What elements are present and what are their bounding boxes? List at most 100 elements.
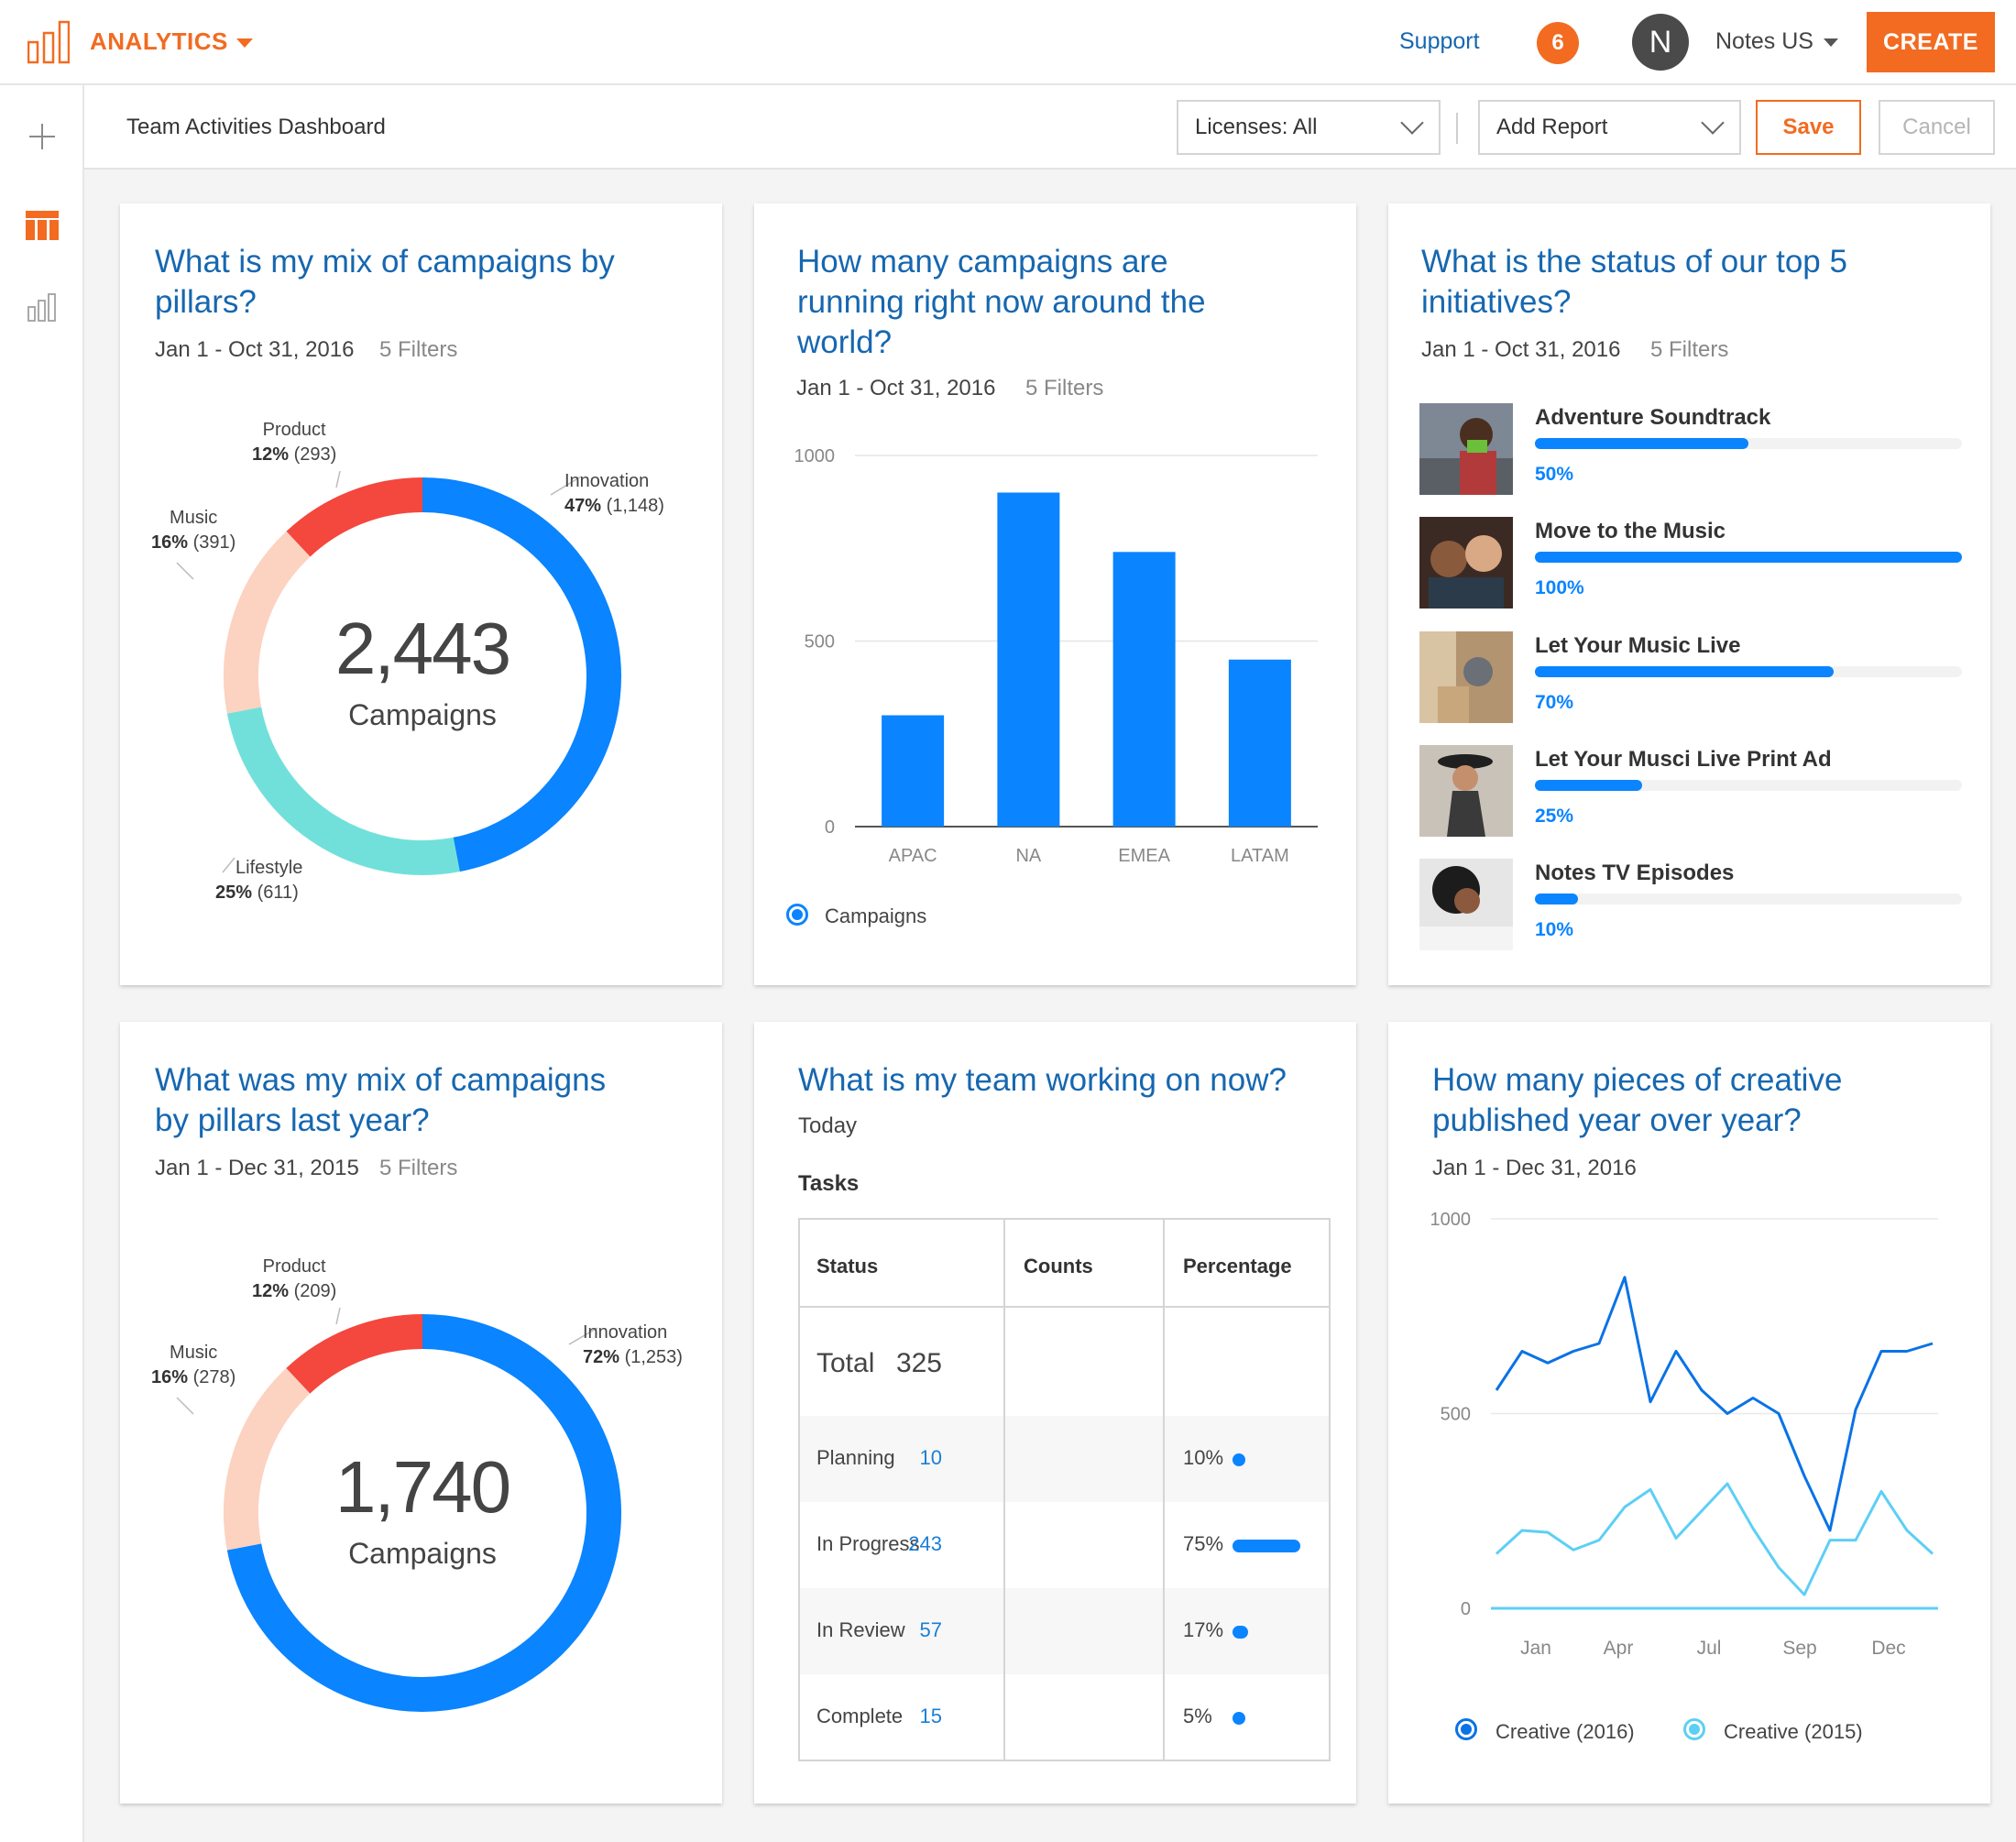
- card-filters[interactable]: 5 Filters: [379, 1156, 458, 1180]
- save-button[interactable]: Save: [1756, 100, 1861, 155]
- legend-dot-icon: [1689, 1724, 1700, 1735]
- support-link[interactable]: Support: [1399, 28, 1480, 54]
- slice-name: Product: [262, 420, 326, 440]
- y-tick-label: 1000: [1430, 1210, 1472, 1230]
- donut-label-product: Product 12% (293): [252, 418, 336, 467]
- card-title-line: by pillars last year?: [155, 1102, 430, 1138]
- create-button[interactable]: CREATE: [1867, 12, 1995, 72]
- legend-item-creative-2015[interactable]: Creative (2015): [1724, 1720, 1863, 1743]
- bar-na: [997, 492, 1060, 827]
- initiative-progress-track: [1535, 438, 1962, 449]
- row-count-link[interactable]: 243: [908, 1532, 942, 1555]
- initiative-progress-track: [1535, 894, 1962, 905]
- bar-latam: [1228, 659, 1291, 827]
- donut-total: 2,443: [334, 608, 511, 689]
- bar-apac: [882, 715, 945, 827]
- x-tick-label: Jan: [1520, 1638, 1551, 1659]
- donut-slice-music: [224, 1367, 311, 1551]
- card-title[interactable]: How many pieces of creative published ye…: [1432, 1060, 1842, 1141]
- initiative-name: Move to the Music: [1535, 519, 1726, 543]
- legend-item-campaigns[interactable]: Campaigns: [825, 905, 927, 927]
- column-header-counts[interactable]: Counts: [1024, 1255, 1093, 1277]
- card-title-line: What is the status of our top 5: [1421, 244, 1847, 280]
- initiative-row[interactable]: Move to the Music 100%: [1419, 517, 1969, 609]
- row-percent: 17%: [1183, 1618, 1224, 1641]
- card-title-line: How many pieces of creative: [1432, 1062, 1843, 1098]
- slice-name: Music: [170, 508, 218, 528]
- bar-chart-icon[interactable]: [27, 292, 57, 322]
- initiative-thumbnail-image: [1419, 403, 1513, 495]
- licenses-select[interactable]: Licenses: All: [1177, 100, 1441, 155]
- plus-icon[interactable]: [27, 122, 57, 151]
- header-divider: [800, 1306, 1329, 1308]
- legend-dot-icon: [1683, 1718, 1705, 1740]
- card-team-tasks: What is my team working on now? Today Ta…: [754, 1022, 1356, 1804]
- initiative-progress-fill: [1535, 666, 1835, 677]
- initiative-percent: 100%: [1535, 577, 1584, 598]
- chevron-down-icon: [1701, 111, 1725, 135]
- y-tick-label: 0: [825, 817, 835, 838]
- slice-count: (611): [257, 883, 299, 903]
- toolbar-divider: [1456, 113, 1458, 144]
- dashboard-grid-icon[interactable]: [26, 211, 59, 240]
- initiative-name: Let Your Musci Live Print Ad: [1535, 747, 1832, 772]
- slice-percent: 16%: [151, 1367, 189, 1387]
- card-title[interactable]: What was my mix of campaigns by pillars …: [155, 1060, 606, 1141]
- card-filters[interactable]: 5 Filters: [1650, 337, 1729, 362]
- card-title-line: What is my mix of campaigns by: [155, 244, 615, 280]
- initiative-percent: 50%: [1535, 464, 1574, 485]
- x-tick-label: Apr: [1604, 1638, 1634, 1659]
- initiative-thumbnail-image: [1419, 745, 1513, 837]
- initiative-progress-track: [1535, 780, 1962, 791]
- initiative-name: Adventure Soundtrack: [1535, 405, 1771, 430]
- card-title-line: How many campaigns are: [797, 244, 1168, 280]
- x-tick-label: EMEA: [1118, 846, 1170, 866]
- chevron-down-icon: [1400, 111, 1424, 135]
- slice-percent: 47%: [564, 496, 602, 516]
- analytics-logo-icon[interactable]: [27, 20, 70, 64]
- row-percent-bar: [1233, 1540, 1300, 1552]
- notification-badge[interactable]: 6: [1537, 22, 1579, 64]
- page-title: Team Activities Dashboard: [126, 115, 386, 139]
- initiative-name: Let Your Music Live: [1535, 633, 1741, 658]
- legend-dot-icon: [1461, 1724, 1472, 1735]
- row-percent-bar: [1233, 1626, 1248, 1639]
- card-creative-yoy: How many pieces of creative published ye…: [1388, 1022, 1990, 1804]
- card-title[interactable]: What is my team working on now?: [798, 1062, 1287, 1098]
- initiative-row[interactable]: Let Your Music Live 70%: [1419, 631, 1969, 723]
- column-header-percentage[interactable]: Percentage: [1183, 1255, 1292, 1277]
- column-header-status[interactable]: Status: [816, 1255, 879, 1277]
- row-percent-bar: [1233, 1712, 1245, 1725]
- card-title-line: initiatives?: [1421, 284, 1572, 320]
- account-menu[interactable]: Notes US: [1715, 28, 1813, 54]
- row-count-link[interactable]: 15: [919, 1705, 942, 1727]
- chevron-down-icon[interactable]: [1824, 38, 1838, 47]
- initiative-row[interactable]: Adventure Soundtrack 50%: [1419, 403, 1969, 495]
- card-filters[interactable]: 5 Filters: [1025, 376, 1104, 400]
- leader-line: [176, 562, 194, 580]
- card-title[interactable]: How many campaigns are running right now…: [797, 242, 1206, 363]
- donut-label-music: Music 16% (278): [151, 1341, 236, 1390]
- donut-label-lifestyle: Lifestyle 25% (611): [215, 856, 302, 905]
- card-title[interactable]: What is my mix of campaigns by pillars?: [155, 242, 615, 323]
- card-filters[interactable]: 5 Filters: [379, 337, 458, 362]
- add-report-select[interactable]: Add Report: [1478, 100, 1741, 155]
- initiative-progress-fill: [1535, 894, 1578, 905]
- y-tick-label: 500: [1441, 1405, 1471, 1425]
- row-count-link[interactable]: 57: [919, 1618, 942, 1641]
- app-menu-caret-icon[interactable]: [236, 38, 253, 48]
- x-tick-label: Sep: [1782, 1638, 1816, 1659]
- donut-total: 1,740: [334, 1446, 511, 1528]
- avatar[interactable]: N: [1632, 14, 1689, 71]
- legend-item-creative-2016[interactable]: Creative (2016): [1496, 1720, 1635, 1743]
- initiative-row[interactable]: Notes TV Episodes 10%: [1419, 859, 1969, 950]
- row-count-link[interactable]: 10: [919, 1446, 942, 1469]
- initiative-row[interactable]: Let Your Musci Live Print Ad 25%: [1419, 745, 1969, 837]
- donut-slice-product: [286, 1314, 423, 1394]
- cancel-button[interactable]: Cancel: [1879, 100, 1995, 155]
- app-title[interactable]: ANALYTICS: [90, 27, 228, 55]
- card-campaign-mix-2016: What is my mix of campaigns by pillars? …: [120, 203, 722, 985]
- x-tick-label: Jul: [1697, 1638, 1722, 1659]
- card-title[interactable]: What is the status of our top 5 initiati…: [1421, 242, 1847, 323]
- initiative-thumbnail-image: [1419, 517, 1513, 609]
